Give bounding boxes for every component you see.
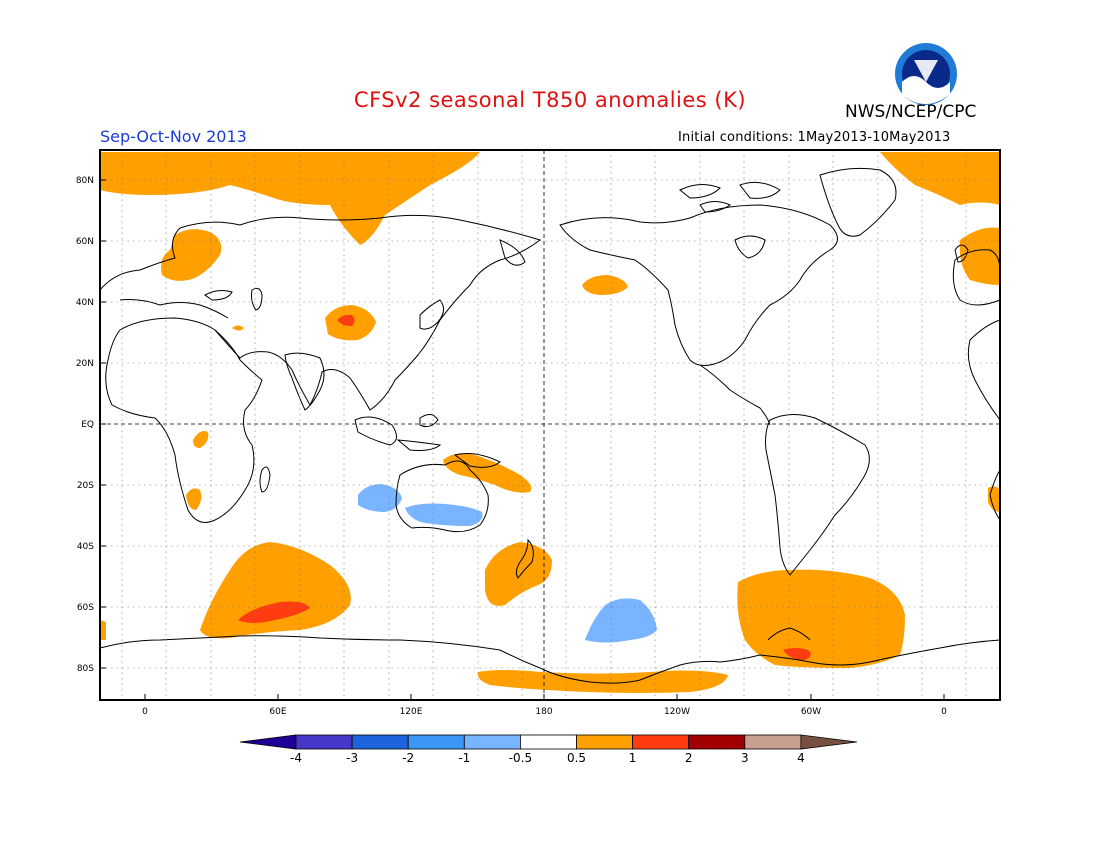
colorbar-segment	[520, 734, 577, 750]
lat-label: 20S	[77, 481, 94, 491]
lon-label: 0	[941, 707, 947, 717]
reference-lines	[100, 150, 1000, 700]
agency-label: NWS/NCEP/CPC	[845, 102, 977, 122]
coastline-japan	[419, 299, 444, 330]
warm-anomaly-ross-sea	[477, 670, 728, 693]
lat-label: 40N	[76, 298, 94, 308]
warm-anomaly-scandinavia	[161, 229, 222, 281]
warm-anomaly-southern-indian-core	[238, 601, 310, 623]
lon-label: 0	[142, 707, 148, 717]
latitude-labels: 80N 60N 40N 20N EQ 20S 40S 60S 80S	[76, 176, 94, 674]
colorbar-label: -1	[458, 751, 470, 765]
lon-label: 60E	[269, 707, 286, 717]
colorbar-label: -2	[402, 751, 414, 765]
colorbar-segment	[351, 734, 409, 750]
cool-anomaly-southeast-pacific	[585, 598, 657, 643]
lat-label: 60N	[76, 237, 94, 247]
cool-anomaly-southern-australia	[405, 503, 483, 526]
lon-label: 180	[535, 707, 552, 717]
warm-anomaly-southern-africa	[186, 488, 202, 510]
coastline-india	[284, 352, 325, 411]
coastline-antarctic-peninsula	[767, 627, 811, 641]
coastline-british-isles	[954, 244, 969, 263]
coastlines	[99, 167, 1001, 684]
colorbar-segment	[407, 734, 465, 750]
lat-label: 20N	[76, 359, 94, 369]
warm-anomaly-west-asia	[232, 325, 244, 331]
coastline-africa	[105, 317, 263, 523]
lat-label: 80N	[76, 176, 94, 186]
colorbar-label: -0.5	[509, 751, 532, 765]
colorbar-segment	[576, 734, 633, 750]
colorbar-label: 3	[741, 751, 749, 765]
coastline-greenland	[819, 167, 897, 237]
coastline-central-america	[699, 364, 771, 426]
warm-anomaly-europe-east	[959, 227, 1000, 285]
lat-label: 60S	[77, 603, 94, 613]
coastline-kamchatka	[499, 239, 526, 266]
coastline-madagascar	[259, 466, 271, 493]
colorbar-label: 4	[797, 751, 805, 765]
coastline-australia	[395, 460, 489, 533]
map-frame	[99, 149, 1001, 701]
colorbar-arrow-high	[800, 734, 857, 750]
warm-anomaly-north-pacific	[582, 275, 628, 295]
colorbar-label: -3	[346, 751, 358, 765]
season-label: Sep-Oct-Nov 2013	[100, 127, 247, 146]
anomaly-shading	[100, 152, 1000, 693]
graticule	[100, 150, 1000, 700]
colorbar-segment	[463, 734, 521, 750]
warm-anomaly-tibet-core	[337, 314, 355, 327]
colorbar-segment	[688, 734, 746, 750]
coastline-hudson-bay	[734, 235, 766, 259]
noaa-logo	[895, 43, 957, 105]
colorbar-label: -4	[290, 751, 302, 765]
coastline-antarctica	[99, 635, 1001, 684]
colorbar-label: 0.5	[567, 751, 586, 765]
lat-label: EQ	[81, 420, 94, 430]
longitude-labels: 0 60E 120E 180 120W 60W 0	[142, 707, 947, 717]
colorbar-arrow-low	[239, 734, 297, 750]
colorbar-segment	[295, 734, 353, 750]
warm-anomaly-antarctic-peninsula-core	[783, 648, 811, 660]
warm-anomaly-southern-indian-ocean	[200, 542, 351, 639]
lon-label: 60W	[801, 707, 821, 717]
colorbar-segment	[744, 734, 802, 750]
coastline-south-america	[765, 414, 870, 576]
coastline-mediterranean	[119, 299, 229, 319]
coastline-indonesia	[354, 414, 442, 451]
coastline-eurasia	[99, 214, 542, 411]
lon-label: 120W	[664, 707, 690, 717]
cool-anomaly-indian-ocean-west-australia	[358, 484, 402, 512]
coastline-new-zealand	[515, 538, 534, 579]
initial-conditions-label: Initial conditions: 1May2013-10May2013	[678, 130, 951, 145]
warm-anomaly-new-zealand	[485, 542, 552, 606]
coastline-new-guinea	[453, 453, 501, 468]
coastline-arctic-islands	[679, 181, 781, 213]
coastline-black-sea	[204, 290, 233, 301]
colorbar-label: 2	[685, 751, 693, 765]
warm-anomaly-west-edge	[100, 620, 106, 640]
lat-label: 40S	[77, 542, 94, 552]
colorbar: -4 -3 -2 -1 -0.5 0.5 1 2 3 4	[239, 734, 857, 765]
axis-ticks	[100, 179, 945, 700]
lat-label: 80S	[77, 664, 94, 674]
map-title: CFSv2 seasonal T850 anomalies (K)	[353, 88, 747, 112]
warm-anomaly-central-africa	[193, 431, 209, 448]
colorbar-segment	[632, 734, 690, 750]
warm-anomaly-arctic-east	[880, 152, 1000, 205]
coastline-africa-east-edge	[967, 319, 1001, 521]
colorbar-label: 1	[629, 751, 637, 765]
lon-label: 120E	[400, 707, 423, 717]
coastline-caspian	[251, 287, 263, 311]
warm-anomaly-south-atlantic-antarctic	[737, 569, 905, 668]
warm-anomaly-arctic-europe	[100, 152, 480, 245]
